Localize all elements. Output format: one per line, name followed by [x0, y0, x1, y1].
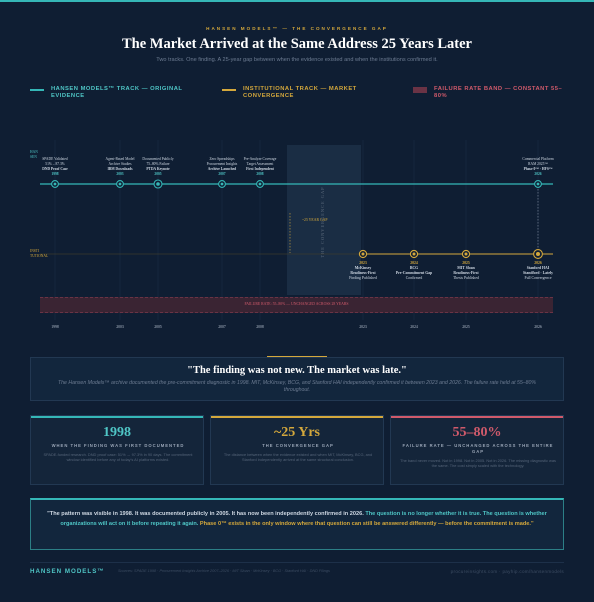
hansen-event-2008: Pre-Analyze Coverage Target Assessment F…	[243, 157, 277, 176]
card-description: The distance between when the evidence e…	[223, 452, 373, 462]
year-tick: 2024	[410, 325, 418, 329]
failure-rate-band	[40, 297, 553, 313]
year-tick: 2025	[462, 325, 470, 329]
card-number: ~25 Yrs	[273, 425, 321, 440]
gap-label: ~25 YEAR GAP	[302, 218, 328, 222]
card-number: 1998	[103, 425, 131, 440]
hansen-event-1998: SPADE Validated 51% – 87.3% DND Proof Ca…	[42, 157, 68, 176]
card-number: 55–80%	[452, 425, 502, 440]
page-subtitle: Two tracks. One finding. A 25-year gap b…	[156, 57, 438, 63]
stat-card-failure-rate: 55–80% FAILURE RATE — UNCHANGED ACROSS T…	[390, 415, 564, 485]
card-label: THE CONVERGENCE GAP	[262, 443, 334, 448]
stat-card-first-documented: 1998 WHEN THE FINDING WAS FIRST DOCUMENT…	[30, 415, 204, 485]
card-accent	[211, 416, 383, 418]
top-accent-line	[0, 0, 594, 2]
hansen-event-2003: Agent-Based Model Archive Studies IBM Do…	[105, 157, 135, 176]
institutional-track-tag: INSTI TUTIONAL	[30, 249, 49, 258]
failure-rate-label: FAILURE RATE: 55–80% — UNCHANGED ACROSS …	[244, 302, 349, 306]
legend-institutional: INSTITUTIONAL TRACK — MARKET CONVERGENCE	[243, 86, 357, 99]
footer-brand: HANSEN MODELS™	[30, 568, 105, 575]
institutional-event-2026: 2026 Stanford HAI Standford · Lately Ful…	[523, 261, 553, 280]
hansen-track-tag: HAN SEN	[30, 150, 38, 159]
closing-quote-panel	[30, 498, 564, 550]
card-label: FAILURE RATE — UNCHANGED ACROSS THE ENTI…	[402, 443, 554, 454]
hansen-event-2007: Zero Spreadships Procurement Insights Ar…	[206, 157, 238, 176]
footer-divider	[30, 562, 564, 563]
institutional-event-2024: 2024 BCG Pre-Commitment Gap Confirmed	[395, 261, 433, 280]
year-tick: 2007	[218, 325, 226, 329]
institutional-event-2025: 2025 MIT Sloan Readiness-First Thesis Pu…	[453, 261, 479, 280]
quote-subtext: The Hansen Models™ archive documented th…	[57, 380, 537, 393]
institutional-event-2023: 2023 McKinsey Readiness-First Finding Pu…	[349, 261, 377, 280]
eyebrow-label: HANSEN MODELS™ — THE CONVERGENCE GAP	[206, 26, 388, 31]
quote-panel	[30, 357, 564, 401]
footer-sources: Sources: SPADE 1998 · Procurement Insigh…	[118, 569, 330, 573]
convergence-gap-region	[287, 145, 361, 295]
quote-headline: "The finding was not new. The market was…	[187, 365, 407, 376]
convergence-gap-label: THE CONVERGENCE GAP	[320, 186, 325, 257]
card-description: The band never moved. Not in 1998. Not i…	[400, 458, 556, 468]
card-description: SPADE-funded research. DND proof case: 5…	[43, 452, 193, 462]
hansen-event-2005: Documented Publicly 75–80% Failure PTDA …	[142, 157, 174, 176]
page-title: The Market Arrived at the Same Address 2…	[122, 36, 472, 52]
legend-failure-swatch	[413, 87, 427, 93]
legend-institutional-swatch	[222, 89, 236, 91]
card-accent	[391, 416, 563, 418]
card-accent	[31, 416, 203, 418]
stat-card-convergence-gap: ~25 Yrs THE CONVERGENCE GAP The distance…	[210, 415, 384, 485]
hansen-event-2026: Commercial Platform RAM 2025™ Phase 0™ ·…	[522, 157, 554, 176]
year-tick: 2005	[154, 325, 162, 329]
footer-links[interactable]: procureinsights.com · payhip.com/hansenm…	[450, 569, 564, 574]
legend-failure: FAILURE RATE BAND — CONSTANT 55–80%	[434, 86, 563, 99]
legend-hansen-swatch	[30, 89, 44, 91]
legend-hansen: HANSEN MODELS™ TRACK — ORIGINAL EVIDENCE	[51, 86, 183, 99]
card-label: WHEN THE FINDING WAS FIRST DOCUMENTED	[51, 443, 185, 448]
year-tick: 2008	[256, 325, 264, 329]
year-tick: 2023	[359, 325, 367, 329]
closing-quote-text: "The pattern was visible in 1998. It was…	[47, 511, 547, 527]
year-tick: 1998	[51, 325, 59, 329]
year-tick: 2003	[116, 325, 124, 329]
quote-accent-line	[267, 356, 327, 357]
year-tick: 2026	[534, 325, 542, 329]
